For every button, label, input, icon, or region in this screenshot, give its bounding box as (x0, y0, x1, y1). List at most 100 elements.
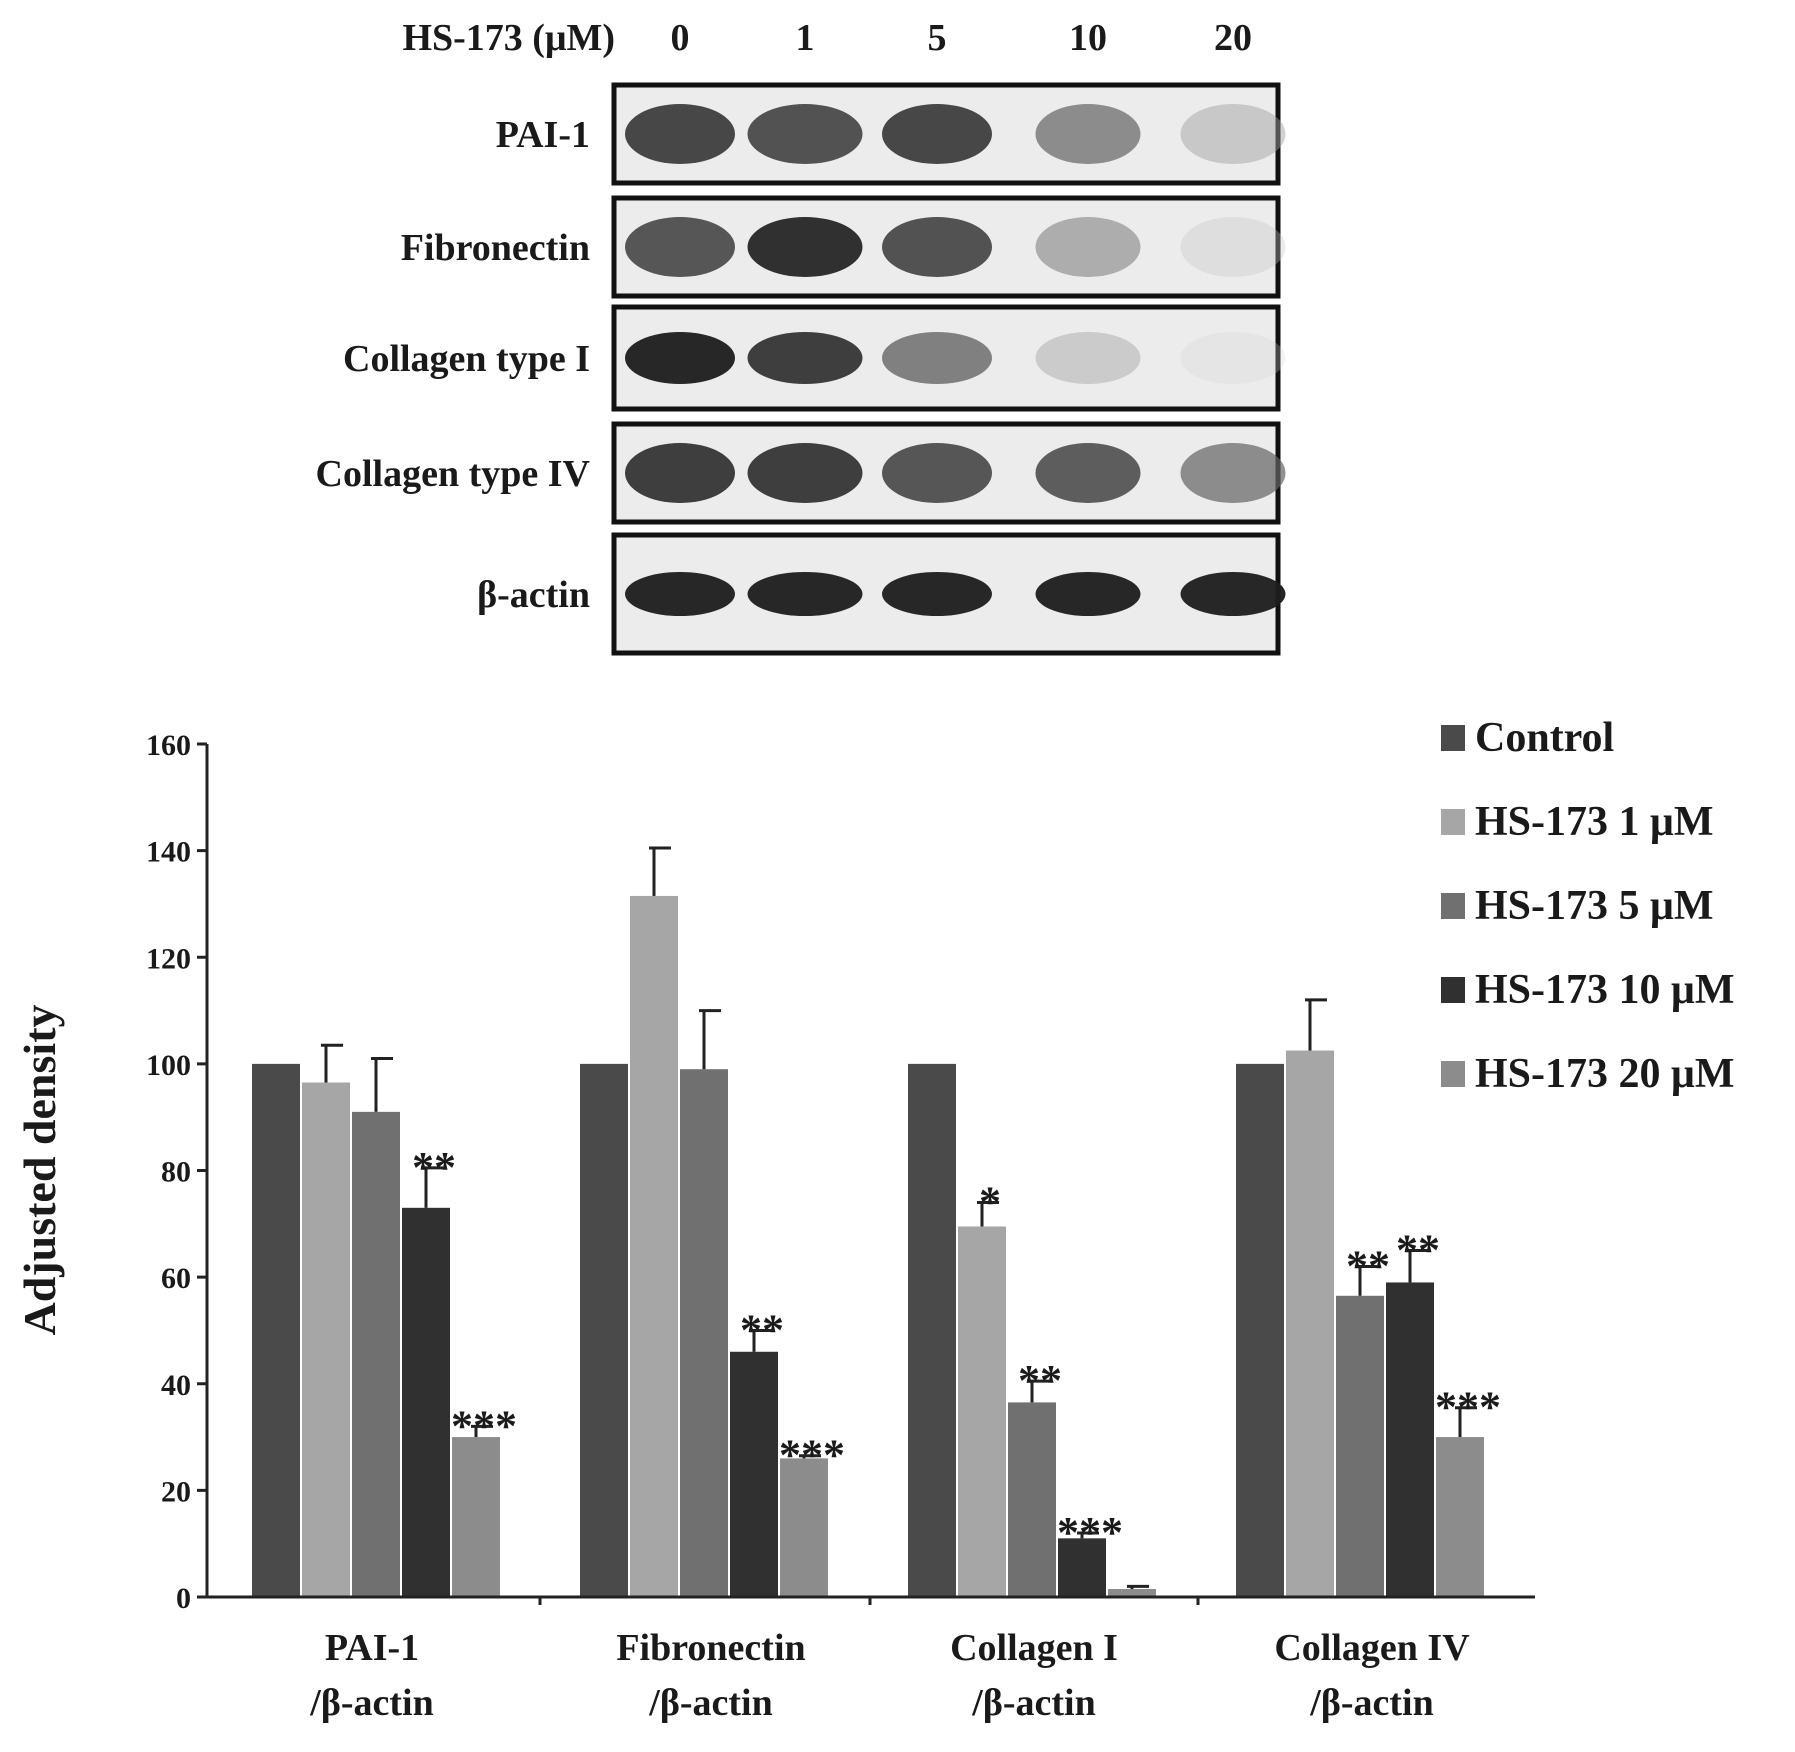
blot-row-label: β-actin (477, 574, 590, 616)
blot-band (882, 572, 992, 616)
significance-mark: ** (1018, 1356, 1062, 1405)
blot-row-1: Fibronectin (401, 195, 1286, 299)
dose-label-5: 5 (928, 17, 947, 59)
legend-swatch-0 (1441, 725, 1465, 751)
y-tick-label-0: 0 (176, 1582, 191, 1615)
bar-2-3 (1058, 1538, 1106, 1597)
bar-1-1 (630, 895, 678, 1597)
bar-2-0 (908, 1063, 956, 1597)
blot-band (1035, 572, 1141, 616)
significance-mark: ** (740, 1305, 784, 1354)
bar-0-1 (302, 1082, 350, 1597)
legend-label-3: HS-173 10 μM (1475, 967, 1734, 1013)
blot-band (882, 217, 992, 277)
bar-2-4 (1108, 1589, 1156, 1597)
blot-band (625, 104, 735, 164)
y-tick-label-20: 20 (161, 1475, 191, 1508)
blot-band (1180, 572, 1286, 616)
blot-row-3: Collagen type IV (316, 421, 1286, 525)
blot-band (1035, 104, 1141, 164)
blot-band (1180, 443, 1286, 503)
x-tick-label-0-line2: /β-actin (309, 1682, 433, 1724)
dose-label-20: 20 (1214, 17, 1252, 59)
x-tick-labels: PAI-1/β-actin Fibronectin/β-actin Collagen… (309, 1627, 1470, 1724)
bar-3-3 (1386, 1282, 1434, 1597)
blot-row-label: Collagen type IV (316, 453, 591, 495)
dose-label-10: 10 (1069, 17, 1107, 59)
bar-3-1 (1286, 1050, 1334, 1597)
bar-0-0 (252, 1063, 300, 1597)
y-tick-label-140: 140 (146, 836, 191, 869)
bar-1-2 (680, 1069, 728, 1597)
blot-row-label: PAI-1 (496, 114, 590, 156)
blot-band (747, 443, 863, 503)
legend-swatch-3 (1441, 977, 1465, 1003)
blot-rows: PAI-1 Fibronectin Collagen type I Collagen … (316, 82, 1286, 656)
blot-band (625, 572, 735, 616)
bar-0-2 (352, 1111, 400, 1597)
blot-band (747, 217, 863, 277)
dose-label-1: 1 (796, 17, 815, 59)
legend-swatch-2 (1441, 893, 1465, 919)
significance-mark: *** (779, 1431, 845, 1480)
bars: ****************** ***** (252, 846, 1501, 1597)
blot-band (1035, 332, 1141, 384)
bar-1-0 (580, 1063, 628, 1597)
blot-band (1180, 104, 1286, 164)
x-tick-label-2-line1: Collagen I (950, 1627, 1118, 1669)
x-tick-label-2-line2: /β-actin (971, 1682, 1095, 1724)
bar-1-4 (780, 1458, 828, 1597)
blot-band (747, 104, 863, 164)
bar-1-3 (730, 1351, 778, 1597)
bar-chart: Adjusted density ****************** *****… (14, 715, 1734, 1724)
legend-swatch-4 (1441, 1061, 1465, 1087)
x-tick-label-1-line1: Fibronectin (616, 1627, 805, 1669)
y-tick-label-40: 40 (161, 1369, 191, 1402)
blot-band (882, 443, 992, 503)
significance-mark: *** (451, 1401, 517, 1450)
blot-band (625, 332, 735, 384)
significance-mark: ** (1396, 1225, 1440, 1274)
legend-label-4: HS-173 20 μM (1475, 1051, 1734, 1097)
western-blot-panel: HS-173 (μM) 0 1 5 10 20 PAI-1 Fibronectin Coll… (316, 17, 1286, 656)
blot-row-4: β-actin (477, 532, 1286, 656)
x-tick-label-1-line2: /β-actin (648, 1682, 772, 1724)
bar-3-4 (1436, 1437, 1484, 1597)
blot-band (747, 332, 863, 384)
blot-row-label: Fibronectin (401, 227, 590, 269)
bar-2-1 (958, 1226, 1006, 1597)
dose-axis-label: HS-173 (μM) (402, 17, 615, 59)
blot-band (1180, 217, 1286, 277)
x-tick-label-0-line1: PAI-1 (325, 1627, 419, 1669)
blot-band (882, 104, 992, 164)
significance-mark: ** (1346, 1241, 1390, 1290)
legend-label-2: HS-173 5 μM (1475, 883, 1713, 929)
y-tick-label-60: 60 (161, 1262, 191, 1295)
dose-label-0: 0 (671, 17, 690, 59)
bar-3-0 (1236, 1063, 1284, 1597)
y-tick-labels: 0 20 40 60 80 100 120 140 160 (146, 729, 207, 1615)
x-tick-label-3-line1: Collagen IV (1274, 1627, 1470, 1669)
legend-label-0: Control (1475, 715, 1614, 761)
y-tick-label-120: 120 (146, 942, 191, 975)
blot-row-2: Collagen type I (343, 304, 1286, 412)
bar-3-2 (1336, 1295, 1384, 1597)
legend: Control HS-173 1 μM HS-173 5 μM HS-173 10 μ… (1441, 715, 1734, 1097)
y-tick-label-100: 100 (146, 1049, 191, 1082)
significance-mark: *** (1057, 1508, 1123, 1557)
blot-band (882, 332, 992, 384)
dose-labels: 0 1 5 10 20 (671, 17, 1253, 59)
blot-row-label: Collagen type I (343, 338, 590, 380)
significance-mark: * (979, 1177, 1001, 1226)
legend-label-1: HS-173 1 μM (1475, 799, 1713, 845)
y-tick-label-160: 160 (146, 729, 191, 762)
bar-0-3 (402, 1207, 450, 1597)
bar-0-4 (452, 1437, 500, 1597)
blot-band (1180, 332, 1286, 384)
blot-band (625, 217, 735, 277)
blot-row-0: PAI-1 (496, 82, 1286, 186)
x-tick-label-3-line2: /β-actin (1309, 1682, 1433, 1724)
blot-band (747, 572, 863, 616)
blot-band (625, 443, 735, 503)
